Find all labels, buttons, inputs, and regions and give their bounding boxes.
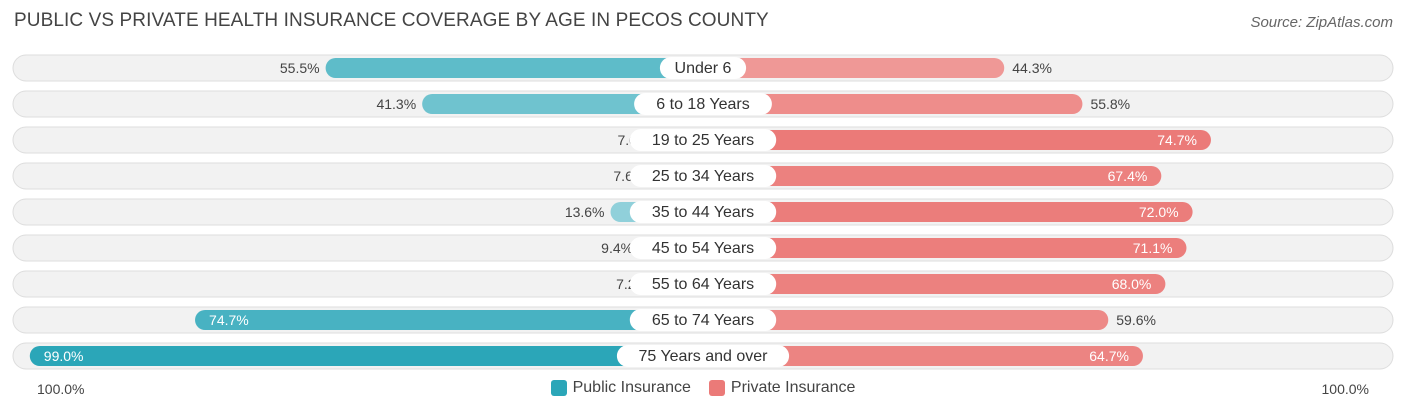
category-pill-under-6 <box>659 57 747 79</box>
bar-public-75-years-and-over <box>29 346 704 366</box>
category-pill-19-to-25-years <box>629 129 777 151</box>
value-label-private-under-6: 44.3% <box>1012 60 1052 76</box>
value-label-private-65-to-74-years: 59.6% <box>1116 312 1156 328</box>
category-pill-25-to-34-years <box>629 165 777 187</box>
bar-private-6-to-18-years <box>703 94 1083 114</box>
legend-label-private: Private Insurance <box>730 379 856 396</box>
category-label-45-to-54-years: 45 to 54 Years <box>652 240 754 257</box>
value-label-public-under-6: 55.5% <box>280 60 320 76</box>
value-label-public-65-to-74-years: 74.7% <box>209 312 249 328</box>
value-label-private-19-to-25-years: 74.7% <box>1157 132 1197 148</box>
bar-public-6-to-18-years <box>422 94 703 114</box>
value-label-private-45-to-54-years: 71.1% <box>1133 240 1173 256</box>
source-label: Source: ZipAtlas.com <box>1250 14 1393 31</box>
category-label-35-to-44-years: 35 to 44 Years <box>652 204 754 221</box>
legend-swatch-public <box>550 380 567 396</box>
value-label-public-75-years-and-over: 99.0% <box>44 348 84 364</box>
category-pill-75-years-and-over <box>616 345 790 367</box>
axis-left-label: 100.0% <box>37 381 85 397</box>
bar-public-under-6 <box>325 58 703 78</box>
bar-private-25-to-34-years <box>703 166 1162 186</box>
value-label-public-35-to-44-years: 13.6% <box>565 204 605 220</box>
category-label-55-to-64-years: 55 to 64 Years <box>652 276 754 293</box>
legend-item-private[interactable]: Private Insurance <box>708 379 856 397</box>
legend: Public Insurance Private Insurance <box>0 379 1406 397</box>
bar-private-45-to-54-years <box>703 238 1187 258</box>
legend-item-public[interactable]: Public Insurance <box>550 379 691 397</box>
bar-private-19-to-25-years <box>703 130 1211 150</box>
axis-right-label: 100.0% <box>1321 381 1369 397</box>
category-label-under-6: Under 6 <box>675 60 732 77</box>
bar-private-55-to-64-years <box>703 274 1166 294</box>
bar-public-65-to-74-years <box>195 310 704 330</box>
category-pill-65-to-74-years <box>629 309 777 331</box>
category-label-65-to-74-years: 65 to 74 Years <box>652 312 754 329</box>
value-label-public-45-to-54-years: 9.4% <box>601 240 633 256</box>
category-label-25-to-34-years: 25 to 34 Years <box>652 168 754 185</box>
value-label-private-25-to-34-years: 67.4% <box>1108 168 1148 184</box>
chart-title: PUBLIC VS PRIVATE HEALTH INSURANCE COVER… <box>14 10 769 31</box>
value-label-private-55-to-64-years: 68.0% <box>1112 276 1152 292</box>
value-label-private-6-to-18-years: 55.8% <box>1090 96 1130 112</box>
category-pill-35-to-44-years <box>629 201 777 223</box>
value-label-private-35-to-44-years: 72.0% <box>1139 204 1179 220</box>
category-pill-55-to-64-years <box>629 273 777 295</box>
value-label-private-75-years-and-over: 64.7% <box>1089 348 1129 364</box>
legend-label-public: Public Insurance <box>572 379 691 396</box>
value-label-public-6-to-18-years: 41.3% <box>376 96 416 112</box>
category-pill-45-to-54-years <box>629 237 777 259</box>
legend-swatch-private <box>708 380 725 396</box>
bar-private-65-to-74-years <box>703 310 1109 330</box>
category-pill-6-to-18-years <box>634 93 772 115</box>
category-label-75-years-and-over: 75 Years and over <box>639 348 769 365</box>
category-label-19-to-25-years: 19 to 25 Years <box>652 132 754 149</box>
category-label-6-to-18-years: 6 to 18 Years <box>656 96 749 113</box>
bar-private-35-to-44-years <box>703 202 1193 222</box>
bar-private-under-6 <box>703 58 1005 78</box>
bar-private-75-years-and-over <box>703 346 1143 366</box>
